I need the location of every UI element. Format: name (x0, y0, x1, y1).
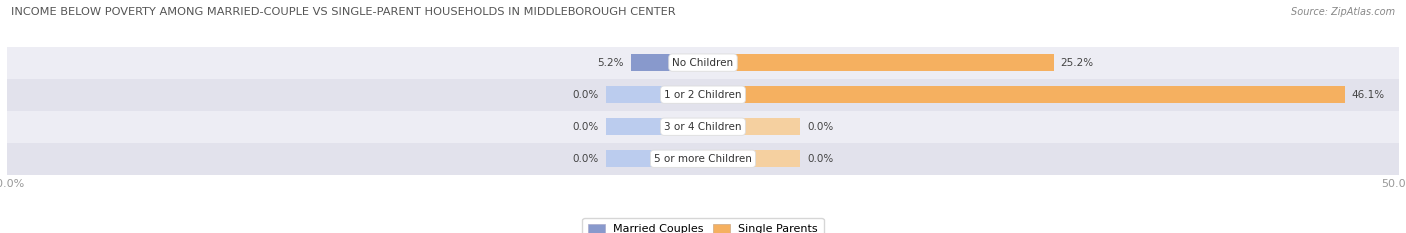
Bar (606, 118, 703, 135)
Text: 3 or 4 Children: 3 or 4 Children (664, 122, 742, 132)
Text: INCOME BELOW POVERTY AMONG MARRIED-COUPLE VS SINGLE-PARENT HOUSEHOLDS IN MIDDLEB: INCOME BELOW POVERTY AMONG MARRIED-COUPL… (11, 7, 676, 17)
Bar (703, 151, 800, 167)
Text: 46.1%: 46.1% (1351, 90, 1385, 100)
Bar (703, 54, 1053, 71)
Bar (7, 79, 1399, 111)
Bar (7, 143, 1399, 175)
Text: 1 or 2 Children: 1 or 2 Children (664, 90, 742, 100)
Bar (703, 86, 1344, 103)
Text: 0.0%: 0.0% (572, 122, 599, 132)
Text: Source: ZipAtlas.com: Source: ZipAtlas.com (1291, 7, 1395, 17)
Text: 0.0%: 0.0% (572, 90, 599, 100)
Text: 0.0%: 0.0% (807, 154, 834, 164)
Bar (7, 47, 1399, 79)
Bar (7, 111, 1399, 143)
Text: No Children: No Children (672, 58, 734, 68)
Bar (606, 86, 703, 103)
Text: 25.2%: 25.2% (1060, 58, 1094, 68)
Text: 0.0%: 0.0% (572, 154, 599, 164)
Text: 0.0%: 0.0% (807, 122, 834, 132)
Legend: Married Couples, Single Parents: Married Couples, Single Parents (582, 218, 824, 233)
Bar (631, 54, 703, 71)
Bar (606, 151, 703, 167)
Text: 5 or more Children: 5 or more Children (654, 154, 752, 164)
Text: 5.2%: 5.2% (598, 58, 624, 68)
Bar (703, 118, 800, 135)
